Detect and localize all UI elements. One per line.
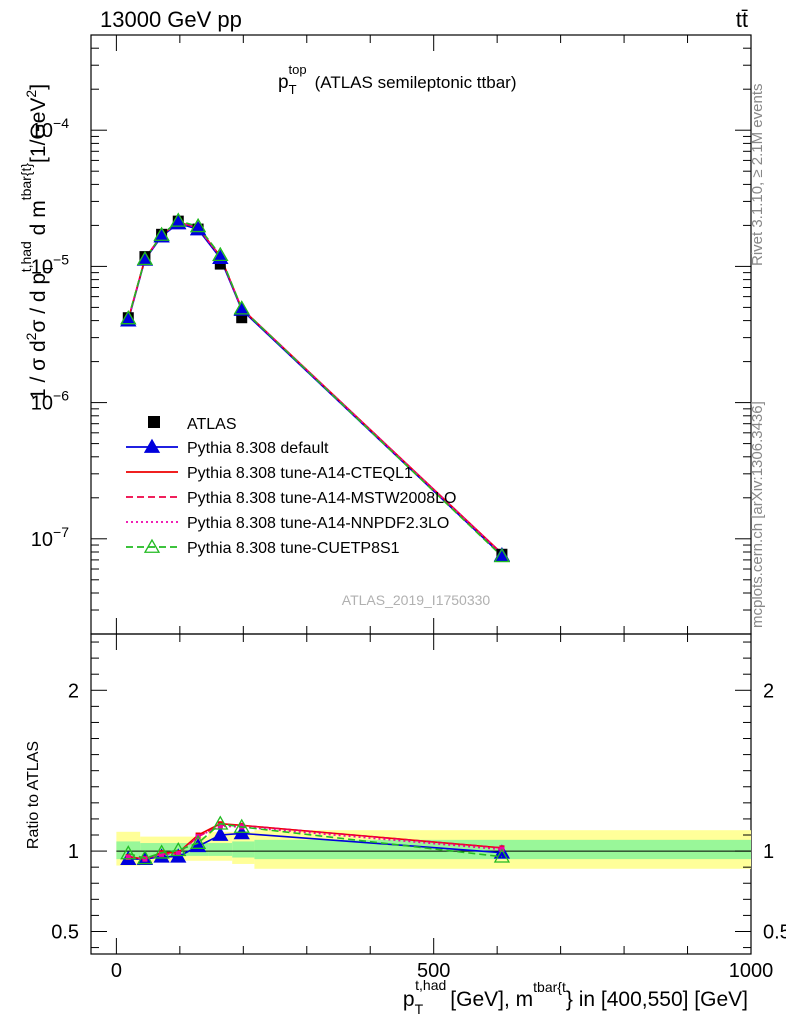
legend-label: Pythia 8.308 tune-A14-NNPDF2.3LO bbox=[187, 515, 449, 532]
main-marker-top bbox=[493, 547, 511, 563]
title-p: p bbox=[278, 72, 289, 93]
mcplots-label: mcplots.cern.ch [arXiv:1306.3436] bbox=[749, 401, 766, 628]
energy-label: 13000 GeV pp bbox=[100, 7, 242, 32]
main-marker-top bbox=[153, 228, 170, 243]
band-green bbox=[232, 841, 255, 858]
main-y-tick-label: 10−7 bbox=[31, 524, 69, 551]
legend-label: Pythia 8.308 tune-A14-CTEQL1 bbox=[187, 465, 413, 482]
legend-label: Pythia 8.308 tune-CUETP8S1 bbox=[187, 540, 400, 557]
ratio-point bbox=[125, 855, 131, 861]
legend-label: Pythia 8.308 tune-A14-MSTW2008LO bbox=[187, 490, 456, 507]
atlas-data-point bbox=[214, 258, 226, 270]
analysis-watermark: ATLAS_2019_I1750330 bbox=[342, 592, 491, 608]
legend-atlas-label: ATLAS bbox=[187, 416, 237, 433]
uncertainty-bands bbox=[116, 830, 752, 869]
ratio-y-tick-label-left: 2 bbox=[68, 680, 79, 702]
process-label: tt̄ bbox=[736, 7, 748, 32]
ratio-point bbox=[159, 851, 165, 857]
atlas-data-point bbox=[236, 312, 248, 324]
main-y-tick-label: 10−6 bbox=[31, 388, 69, 415]
ratio-marker bbox=[153, 844, 170, 859]
main-marker-top bbox=[120, 310, 137, 325]
main-series-group bbox=[120, 212, 511, 563]
x-axis-label: pTt,had[GeV], mtbar{t} in [400,550] [GeV… bbox=[403, 977, 748, 1017]
main-marker-top bbox=[170, 212, 187, 227]
ratio-marker bbox=[136, 850, 154, 865]
main-marker-top bbox=[189, 217, 207, 233]
atlas-data-group bbox=[120, 212, 511, 563]
main-marker-top bbox=[136, 250, 154, 266]
legend-label: Pythia 8.308 default bbox=[187, 440, 329, 457]
ratio-y-tick-label-right: 0.5 bbox=[763, 921, 786, 943]
ratio-point bbox=[217, 823, 223, 829]
main-y-tick-label: 10−5 bbox=[31, 251, 69, 278]
legend-atlas-marker bbox=[148, 416, 160, 428]
ratio-marker bbox=[212, 815, 229, 830]
main-marker-top bbox=[233, 300, 250, 315]
ratio-y-tick-label-right: 1 bbox=[763, 841, 774, 863]
x-tick-label: 500 bbox=[417, 960, 450, 982]
ratio-y-tick-label-left: 0.5 bbox=[51, 921, 79, 943]
ratio-marker bbox=[212, 826, 229, 841]
legend-marker bbox=[143, 538, 161, 553]
ratio-marker bbox=[189, 834, 207, 849]
ratio-marker bbox=[233, 818, 250, 833]
ratio-y-axis-label: Ratio to ATLAS bbox=[25, 741, 42, 849]
band-green bbox=[208, 843, 233, 856]
legend-marker bbox=[143, 438, 161, 453]
ratio-marker bbox=[493, 848, 511, 863]
x-tick-label: 1000 bbox=[729, 960, 774, 982]
plot-title: pTtop (ATLAS semileptonic ttbar) bbox=[278, 62, 516, 97]
main-marker-top bbox=[212, 246, 229, 262]
ratio-frame bbox=[90, 633, 752, 955]
title-rest: (ATLAS semileptonic ttbar) bbox=[315, 73, 517, 92]
ratio-series-group bbox=[120, 815, 511, 866]
ratio-y-tick-label-right: 2 bbox=[763, 680, 774, 702]
svg-text:1 / σ d2σ / d pTt,had d mtbar{: 1 / σ d2σ / d pTt,had d mtbar{t}[1/GeV2] bbox=[18, 84, 56, 400]
ratio-marker bbox=[170, 841, 187, 857]
main-y-tick-label: 10−4 bbox=[31, 115, 69, 142]
ratio-y-tick-label-left: 1 bbox=[68, 841, 79, 863]
ratio-point bbox=[175, 850, 181, 856]
main-y-axis-label: 1 / σ d2σ / d pTt,had d mtbar{t}[1/GeV2] bbox=[18, 84, 56, 400]
main-marker-top bbox=[153, 226, 170, 241]
title-sub: T bbox=[289, 82, 297, 97]
ratio-marker bbox=[120, 845, 137, 860]
legend: ATLAS Pythia 8.308 default Pythia 8.308 tu… bbox=[126, 416, 456, 557]
rivet-version-label: Rivet 3.1.10, ≥ 2.1M events bbox=[749, 84, 766, 267]
main-marker-top bbox=[120, 312, 137, 327]
main-line bbox=[127, 221, 503, 555]
axes-ticks: 10−7 10−6 10−5 10−4 0 500 1000 0.5 0.5 1 1 2 2 bbox=[31, 34, 786, 982]
x-tick-label: 0 bbox=[111, 960, 122, 982]
title-sup: top bbox=[289, 62, 307, 77]
